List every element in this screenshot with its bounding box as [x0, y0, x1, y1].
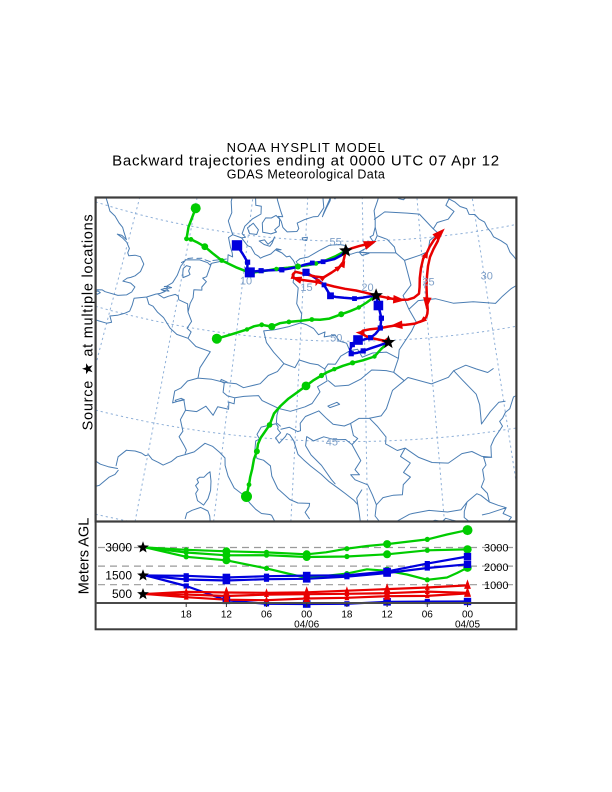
svg-text:04/06: 04/06	[294, 620, 319, 631]
svg-text:12: 12	[382, 610, 394, 621]
svg-text:12: 12	[221, 610, 233, 621]
svg-text:3000: 3000	[484, 542, 508, 554]
svg-text:GDAS Meteorological Data: GDAS Meteorological Data	[227, 168, 385, 182]
svg-text:18: 18	[181, 610, 193, 621]
svg-text:55: 55	[329, 237, 341, 249]
svg-text:30: 30	[481, 271, 493, 283]
svg-text:50: 50	[330, 333, 342, 345]
svg-text:10: 10	[240, 276, 252, 288]
svg-text:Backward trajectories ending a: Backward trajectories ending at 0000 UTC…	[112, 153, 500, 170]
svg-text:3000: 3000	[105, 541, 132, 555]
svg-text:00: 00	[301, 610, 313, 621]
svg-text:18: 18	[341, 610, 353, 621]
svg-text:Meters AGL: Meters AGL	[77, 518, 93, 595]
svg-text:15: 15	[300, 282, 312, 294]
svg-text:NOAA HYSPLIT MODEL: NOAA HYSPLIT MODEL	[227, 140, 386, 155]
svg-text:20: 20	[361, 282, 373, 294]
svg-text:04/05: 04/05	[455, 620, 480, 631]
svg-text:1500: 1500	[105, 569, 132, 583]
svg-text:45: 45	[326, 437, 338, 449]
svg-text:06: 06	[422, 610, 434, 621]
svg-text:1000: 1000	[484, 580, 508, 592]
svg-text:00: 00	[462, 610, 474, 621]
svg-text:25: 25	[422, 277, 434, 289]
svg-text:Source ★ at multiple locations: Source ★ at multiple locations	[81, 214, 97, 431]
svg-text:500: 500	[112, 587, 132, 601]
svg-text:06: 06	[261, 610, 273, 621]
svg-text:2000: 2000	[484, 562, 508, 574]
